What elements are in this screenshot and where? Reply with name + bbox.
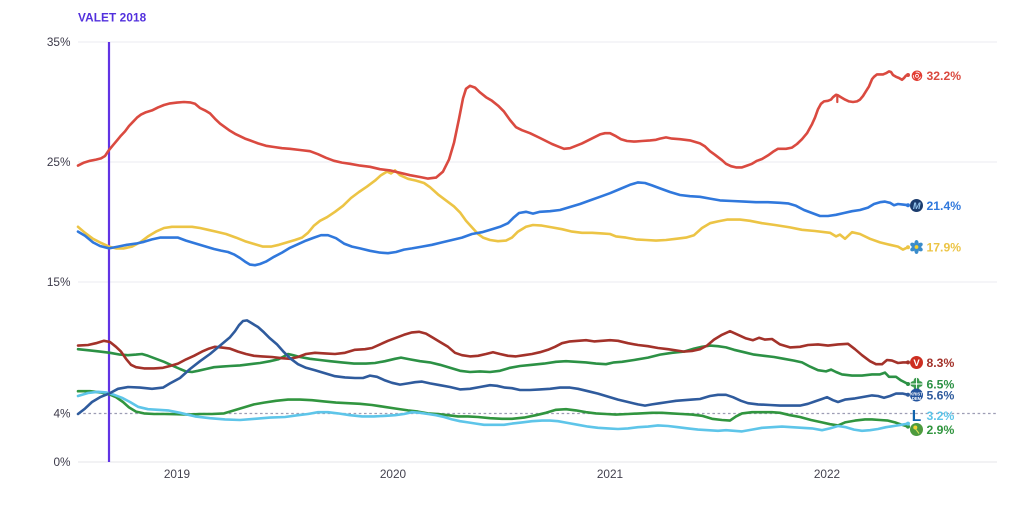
svg-text:2019: 2019: [164, 467, 190, 481]
svg-text:VALET 2018: VALET 2018: [78, 11, 147, 25]
svg-text:4%: 4%: [53, 407, 71, 421]
svg-text:V: V: [913, 358, 920, 369]
svg-text:M: M: [913, 201, 921, 211]
svg-text:2.9%: 2.9%: [927, 423, 955, 437]
svg-text:2020: 2020: [380, 467, 407, 481]
svg-text:2021: 2021: [597, 467, 623, 481]
svg-text:8.3%: 8.3%: [927, 356, 955, 370]
svg-text:32.2%: 32.2%: [927, 69, 962, 83]
svg-text:0%: 0%: [53, 455, 71, 469]
svg-text:2022: 2022: [814, 467, 840, 481]
svg-text:35%: 35%: [47, 35, 71, 49]
svg-text:L: L: [912, 408, 921, 425]
svg-text:15%: 15%: [47, 275, 71, 289]
svg-text:17.9%: 17.9%: [927, 241, 962, 255]
svg-text:KRIST: KRIST: [910, 392, 923, 397]
svg-text:5.6%: 5.6%: [927, 389, 955, 403]
svg-text:6.5%: 6.5%: [927, 378, 955, 392]
svg-text:3.2%: 3.2%: [927, 409, 955, 423]
svg-text:25%: 25%: [47, 155, 71, 169]
svg-text:DEM: DEM: [912, 396, 922, 401]
svg-text:21.4%: 21.4%: [927, 199, 962, 213]
